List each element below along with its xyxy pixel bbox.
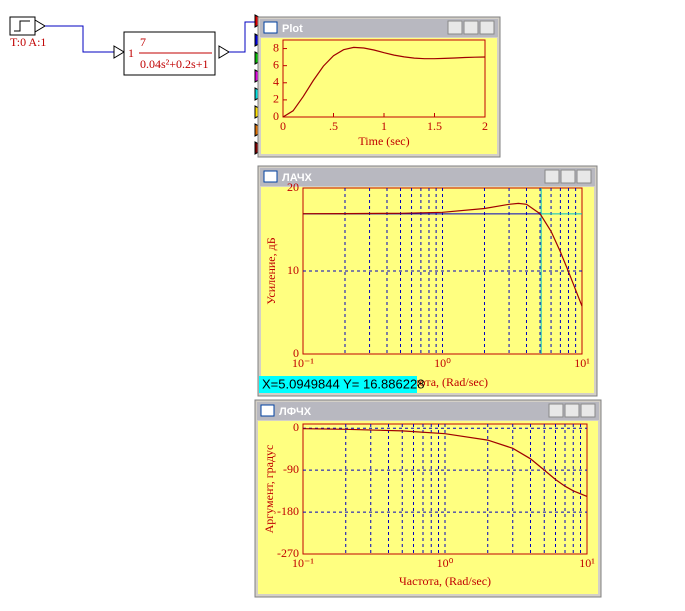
input-label: 1 [128, 46, 134, 60]
x-tick-label: 10¹ [579, 556, 595, 570]
x-tick-label: 10⁻¹ [292, 556, 314, 570]
y-tick-label: -90 [283, 462, 299, 476]
port [113, 45, 125, 59]
x-tick-label: 10⁰ [434, 356, 451, 370]
y-tick-label: 4 [273, 75, 279, 89]
denominator: 0.04s²+0.2s+1 [140, 57, 208, 71]
y-tick-label: 8 [273, 40, 279, 54]
x-tick-label: 10¹ [574, 356, 590, 370]
x-axis-label: Time (sec) [358, 134, 409, 148]
y-tick-label: 20 [287, 180, 299, 194]
numerator: 7 [140, 35, 146, 49]
y-tick-label: 10 [287, 263, 299, 277]
y-axis-label: Усиление, дБ [264, 237, 278, 304]
y-tick-label: 2 [273, 92, 279, 106]
wire [45, 25, 114, 53]
maximize-button[interactable] [564, 403, 580, 418]
window-title: ЛАЧХ [282, 172, 313, 184]
window-icon [263, 170, 278, 183]
x-tick-label: 1.5 [427, 119, 442, 133]
minimize-button[interactable] [447, 20, 463, 35]
y-tick-label: 6 [273, 57, 279, 71]
y-axis-label: Аргумент, градус [262, 445, 276, 534]
x-axis-label: Частота, (Rad/sec) [396, 375, 488, 389]
x-tick-label: 0 [280, 119, 286, 133]
close-button[interactable] [580, 403, 596, 418]
maximize-button[interactable] [463, 20, 479, 35]
y-tick-label: 0 [273, 109, 279, 123]
x-tick-label: 10⁰ [437, 556, 454, 570]
step-block[interactable] [9, 16, 36, 36]
port [34, 19, 46, 33]
close-button[interactable] [479, 20, 495, 35]
y-tick-label: 0 [293, 420, 299, 434]
x-tick-label: 1 [381, 119, 387, 133]
window-icon [260, 404, 275, 417]
maximize-button[interactable] [560, 169, 576, 184]
step-icon [14, 20, 30, 32]
x-axis-label: Частота, (Rad/sec) [399, 574, 491, 588]
cursor-readout: X=5.0949844 Y= 16.886228 [262, 376, 424, 391]
title-bar [260, 19, 498, 37]
curve [282, 46, 486, 118]
window-title: ЛФЧХ [279, 406, 312, 418]
close-button[interactable] [576, 169, 592, 184]
plot-area [282, 39, 486, 118]
window-title: Plot [282, 23, 303, 35]
y-tick-label: 0 [293, 346, 299, 360]
y-tick-label: -180 [277, 504, 299, 518]
minimize-button[interactable] [548, 403, 564, 418]
y-tick-label: -270 [277, 546, 299, 560]
title-bar [257, 402, 599, 420]
step-label: T:0 A:1 [10, 35, 46, 49]
wire [229, 21, 255, 53]
minimize-button[interactable] [544, 169, 560, 184]
curve [302, 202, 583, 307]
cursor-readout-box [259, 376, 417, 393]
window-icon [263, 21, 278, 34]
port [218, 45, 230, 59]
curve [302, 428, 588, 497]
title-bar [260, 168, 595, 186]
x-tick-label: .5 [329, 119, 338, 133]
x-tick-label: 10⁻¹ [292, 356, 314, 370]
x-tick-label: 2 [482, 119, 488, 133]
